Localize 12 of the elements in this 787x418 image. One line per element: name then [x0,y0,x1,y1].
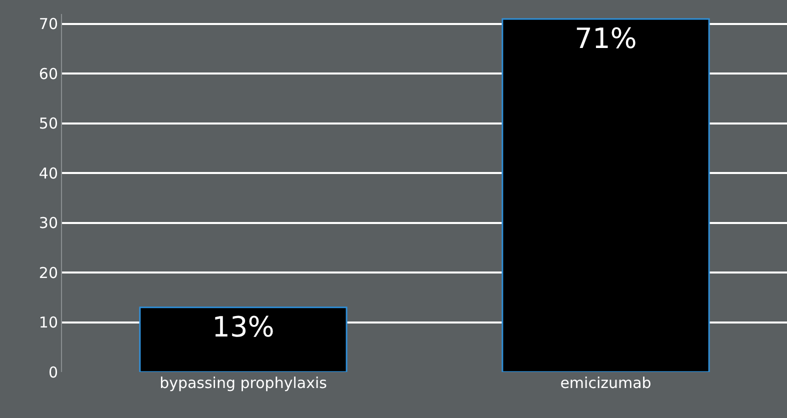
y-tick-label: 0 [48,363,58,382]
y-tick-label: 50 [38,114,58,133]
y-tick-label: 10 [38,314,58,332]
x-tick-label: emicizumab [560,374,652,392]
y-tick-label: 30 [38,214,58,232]
y-tick-label: 40 [38,164,58,182]
y-tick-label: 70 [38,15,58,34]
data-label: 13% [212,310,274,344]
y-tick-label: 60 [38,64,58,83]
data-label: 71% [574,22,637,55]
y-tick-label: 20 [38,264,58,282]
x-tick-label: bypassing prophylaxis [160,374,328,392]
